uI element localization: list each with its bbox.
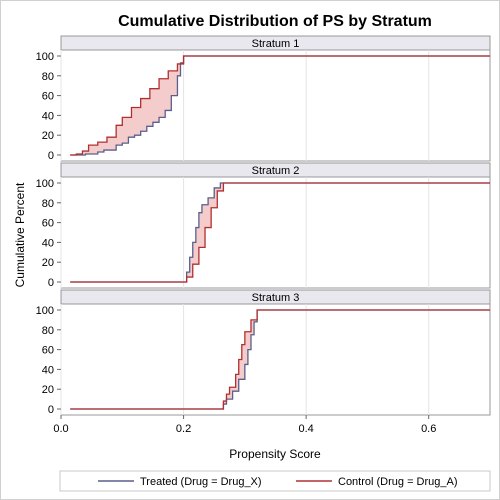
panel-2: Stratum 2 0 20 40 60 80 100 [36, 162, 491, 289]
y-axis-title: Cumulative Percent [13, 182, 27, 287]
legend-label: Treated (Drug = Drug_X) [140, 476, 262, 488]
y-tick-label: 0 [48, 277, 54, 289]
legend: Treated (Drug = Drug_X) Control (Drug = D… [59, 470, 491, 492]
y-tick-label: 0 [48, 150, 54, 162]
y-tick-label: 40 [42, 364, 54, 376]
y-tick-label: 20 [42, 130, 54, 142]
panel-3: Stratum 3 0 20 40 60 80 100 [36, 289, 491, 416]
treated-line [70, 182, 490, 283]
y-tick-label: 40 [42, 110, 54, 122]
panels-layer: Stratum 1 0 20 40 60 80 100 Stratum 2 0 20 40 60 80 1… [36, 35, 491, 416]
y-tick-label: 40 [42, 237, 54, 249]
panel-frame [60, 303, 491, 416]
x-tick-label: 0.6 [421, 423, 436, 435]
x-axis: 0.0 0.2 0.4 0.6 [53, 415, 436, 435]
panel-label: Stratum 2 [252, 165, 300, 177]
x-tick-label: 0.4 [298, 423, 313, 435]
panel-label: Stratum 3 [252, 292, 300, 304]
panel-frame [60, 176, 491, 289]
y-tick-label: 80 [42, 325, 54, 337]
y-tick-label: 20 [42, 384, 54, 396]
panel-1: Stratum 1 0 20 40 60 80 100 [36, 35, 491, 162]
y-tick-label: 0 [48, 404, 54, 416]
control-line [70, 182, 490, 283]
difference-area [70, 56, 490, 155]
x-tick-label: 0.2 [176, 423, 191, 435]
y-tick-label: 60 [42, 91, 54, 103]
y-tick-label: 60 [42, 218, 54, 230]
legend-label: Control (Drug = Drug_A) [338, 476, 458, 488]
y-tick-label: 80 [42, 198, 54, 210]
y-tick-label: 60 [42, 345, 54, 357]
control-line [70, 309, 490, 410]
y-tick-label: 100 [36, 51, 54, 63]
y-tick-label: 100 [36, 305, 54, 317]
treated-line [70, 309, 490, 410]
control-line [70, 55, 490, 156]
y-tick-label: 100 [36, 178, 54, 190]
x-axis-title: Propensity Score [229, 447, 321, 461]
y-tick-label: 80 [42, 71, 54, 83]
legend-box [59, 470, 491, 492]
treated-line [70, 55, 490, 156]
chart-title: Cumulative Distribution of PS by Stratum [118, 13, 432, 30]
y-tick-label: 20 [42, 257, 54, 269]
x-tick-label: 0.0 [53, 423, 68, 435]
panel-label: Stratum 1 [252, 38, 300, 50]
panel-frame [60, 49, 491, 162]
